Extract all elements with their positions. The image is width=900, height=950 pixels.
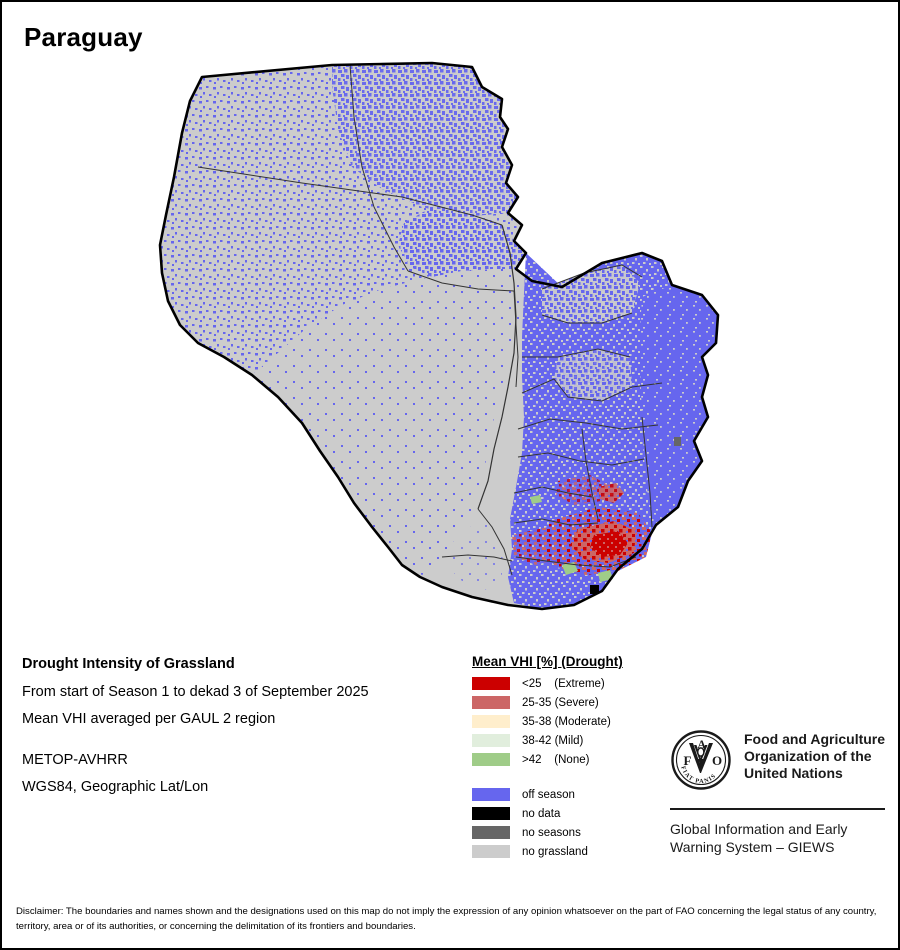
map-metadata: Drought Intensity of Grassland From star… bbox=[22, 657, 462, 808]
legend-item-no-seasons[interactable]: no seasons bbox=[472, 825, 682, 840]
legend-label-none: >42 (None) bbox=[522, 753, 590, 766]
page-title: Paraguay bbox=[24, 22, 143, 52]
chaco-northeast-region[interactable] bbox=[332, 63, 518, 217]
legend-separator bbox=[472, 771, 682, 787]
country-outline bbox=[158, 61, 720, 611]
internal-boundaries bbox=[197, 64, 663, 576]
no-data-fleck-a bbox=[590, 585, 599, 594]
map-legend: Mean VHI [%] (Drought) <25 (Extreme) 25-… bbox=[472, 654, 682, 863]
legend-item-no-grassland[interactable]: no grassland bbox=[472, 844, 682, 859]
no-seasons-fleck-a bbox=[674, 437, 681, 446]
chaco-river-corridor[interactable] bbox=[398, 207, 526, 277]
legend-label-mild: 38-42 (Mild) bbox=[522, 734, 584, 747]
legend-swatch-no-data bbox=[472, 807, 510, 820]
neembucu-speckle bbox=[450, 523, 504, 591]
san-pedro-grey-pocket bbox=[554, 349, 632, 401]
legend-swatch-extreme bbox=[472, 677, 510, 690]
legend-item-extreme[interactable]: <25 (Extreme) bbox=[472, 676, 682, 691]
legend-label-no-data: no data bbox=[522, 807, 561, 820]
legend-title: Mean VHI [%] (Drought) bbox=[472, 654, 623, 669]
legend-label-no-seasons: no seasons bbox=[522, 826, 581, 839]
drought-cluster-extreme[interactable] bbox=[590, 531, 628, 557]
drought-patch-west[interactable] bbox=[512, 527, 568, 565]
map-canvas[interactable] bbox=[2, 57, 900, 647]
svg-text:F: F bbox=[684, 753, 692, 768]
giews-system-name: Global Information and Early Warning Sys… bbox=[670, 820, 885, 856]
none-class-fleck-c bbox=[530, 495, 542, 504]
metadata-projection: WGS84, Geographic Lat/Lon bbox=[22, 779, 209, 795]
alto-parana-region[interactable] bbox=[640, 285, 718, 525]
legend-swatch-no-grassland bbox=[472, 845, 510, 858]
metadata-heading: Drought Intensity of Grassland bbox=[22, 656, 235, 672]
drought-patch-north-core bbox=[598, 483, 624, 503]
giews-line-2: Warning System – GIEWS bbox=[670, 839, 835, 856]
fao-name-line-3: United Nations bbox=[744, 765, 843, 782]
svg-text:A: A bbox=[698, 739, 707, 751]
legend-swatch-moderate bbox=[472, 715, 510, 728]
disclaimer-text: Disclaimer: The boundaries and names sho… bbox=[16, 906, 877, 932]
fao-branding: F A O FIAT PANIS Food and Agriculture Or… bbox=[670, 729, 885, 856]
drought-patch-north[interactable] bbox=[556, 475, 608, 505]
paraguay-map-svg[interactable] bbox=[2, 57, 900, 647]
legend-item-mild[interactable]: 38-42 (Mild) bbox=[472, 733, 682, 748]
metadata-spacer bbox=[22, 740, 462, 753]
legend-swatch-no-seasons bbox=[472, 826, 510, 839]
chaco-southwest-region[interactable] bbox=[252, 269, 522, 577]
legend-label-extreme: <25 (Extreme) bbox=[522, 677, 605, 690]
concepcion-amambay-region[interactable] bbox=[542, 265, 640, 323]
legend-item-none[interactable]: >42 (None) bbox=[472, 752, 682, 767]
legend-item-no-data[interactable]: no data bbox=[472, 806, 682, 821]
fao-organization-name: Food and Agriculture Organization of the… bbox=[744, 729, 885, 782]
metadata-aggregation: Mean VHI averaged per GAUL 2 region bbox=[22, 711, 276, 727]
legend-swatch-severe bbox=[472, 696, 510, 709]
metadata-sensor: METOP-AVHRR bbox=[22, 751, 128, 768]
legend-label-moderate: 35-38 (Moderate) bbox=[522, 715, 611, 728]
legend-label-severe: 25-35 (Severe) bbox=[522, 696, 599, 709]
legend-item-moderate[interactable]: 35-38 (Moderate) bbox=[472, 714, 682, 729]
legend-item-off-season[interactable]: off season bbox=[472, 787, 682, 802]
svg-text:O: O bbox=[712, 753, 722, 768]
none-class-fleck-a bbox=[562, 562, 578, 575]
legend-label-no-grassland: no grassland bbox=[522, 845, 588, 858]
fao-name-line-2: Organization of the bbox=[744, 748, 872, 765]
fao-logo-icon: F A O FIAT PANIS bbox=[670, 729, 732, 796]
giews-line-1: Global Information and Early bbox=[670, 821, 848, 837]
legend-label-off-season: off season bbox=[522, 788, 575, 801]
legend-swatch-mild bbox=[472, 734, 510, 747]
legend-swatch-off-season bbox=[472, 788, 510, 801]
metadata-period: From start of Season 1 to dekad 3 of Sep… bbox=[22, 683, 369, 700]
fao-name-line-1: Food and Agriculture bbox=[744, 731, 886, 747]
legend-swatch-none bbox=[472, 753, 510, 766]
legend-item-severe[interactable]: 25-35 (Severe) bbox=[472, 695, 682, 710]
fao-divider bbox=[670, 808, 885, 810]
